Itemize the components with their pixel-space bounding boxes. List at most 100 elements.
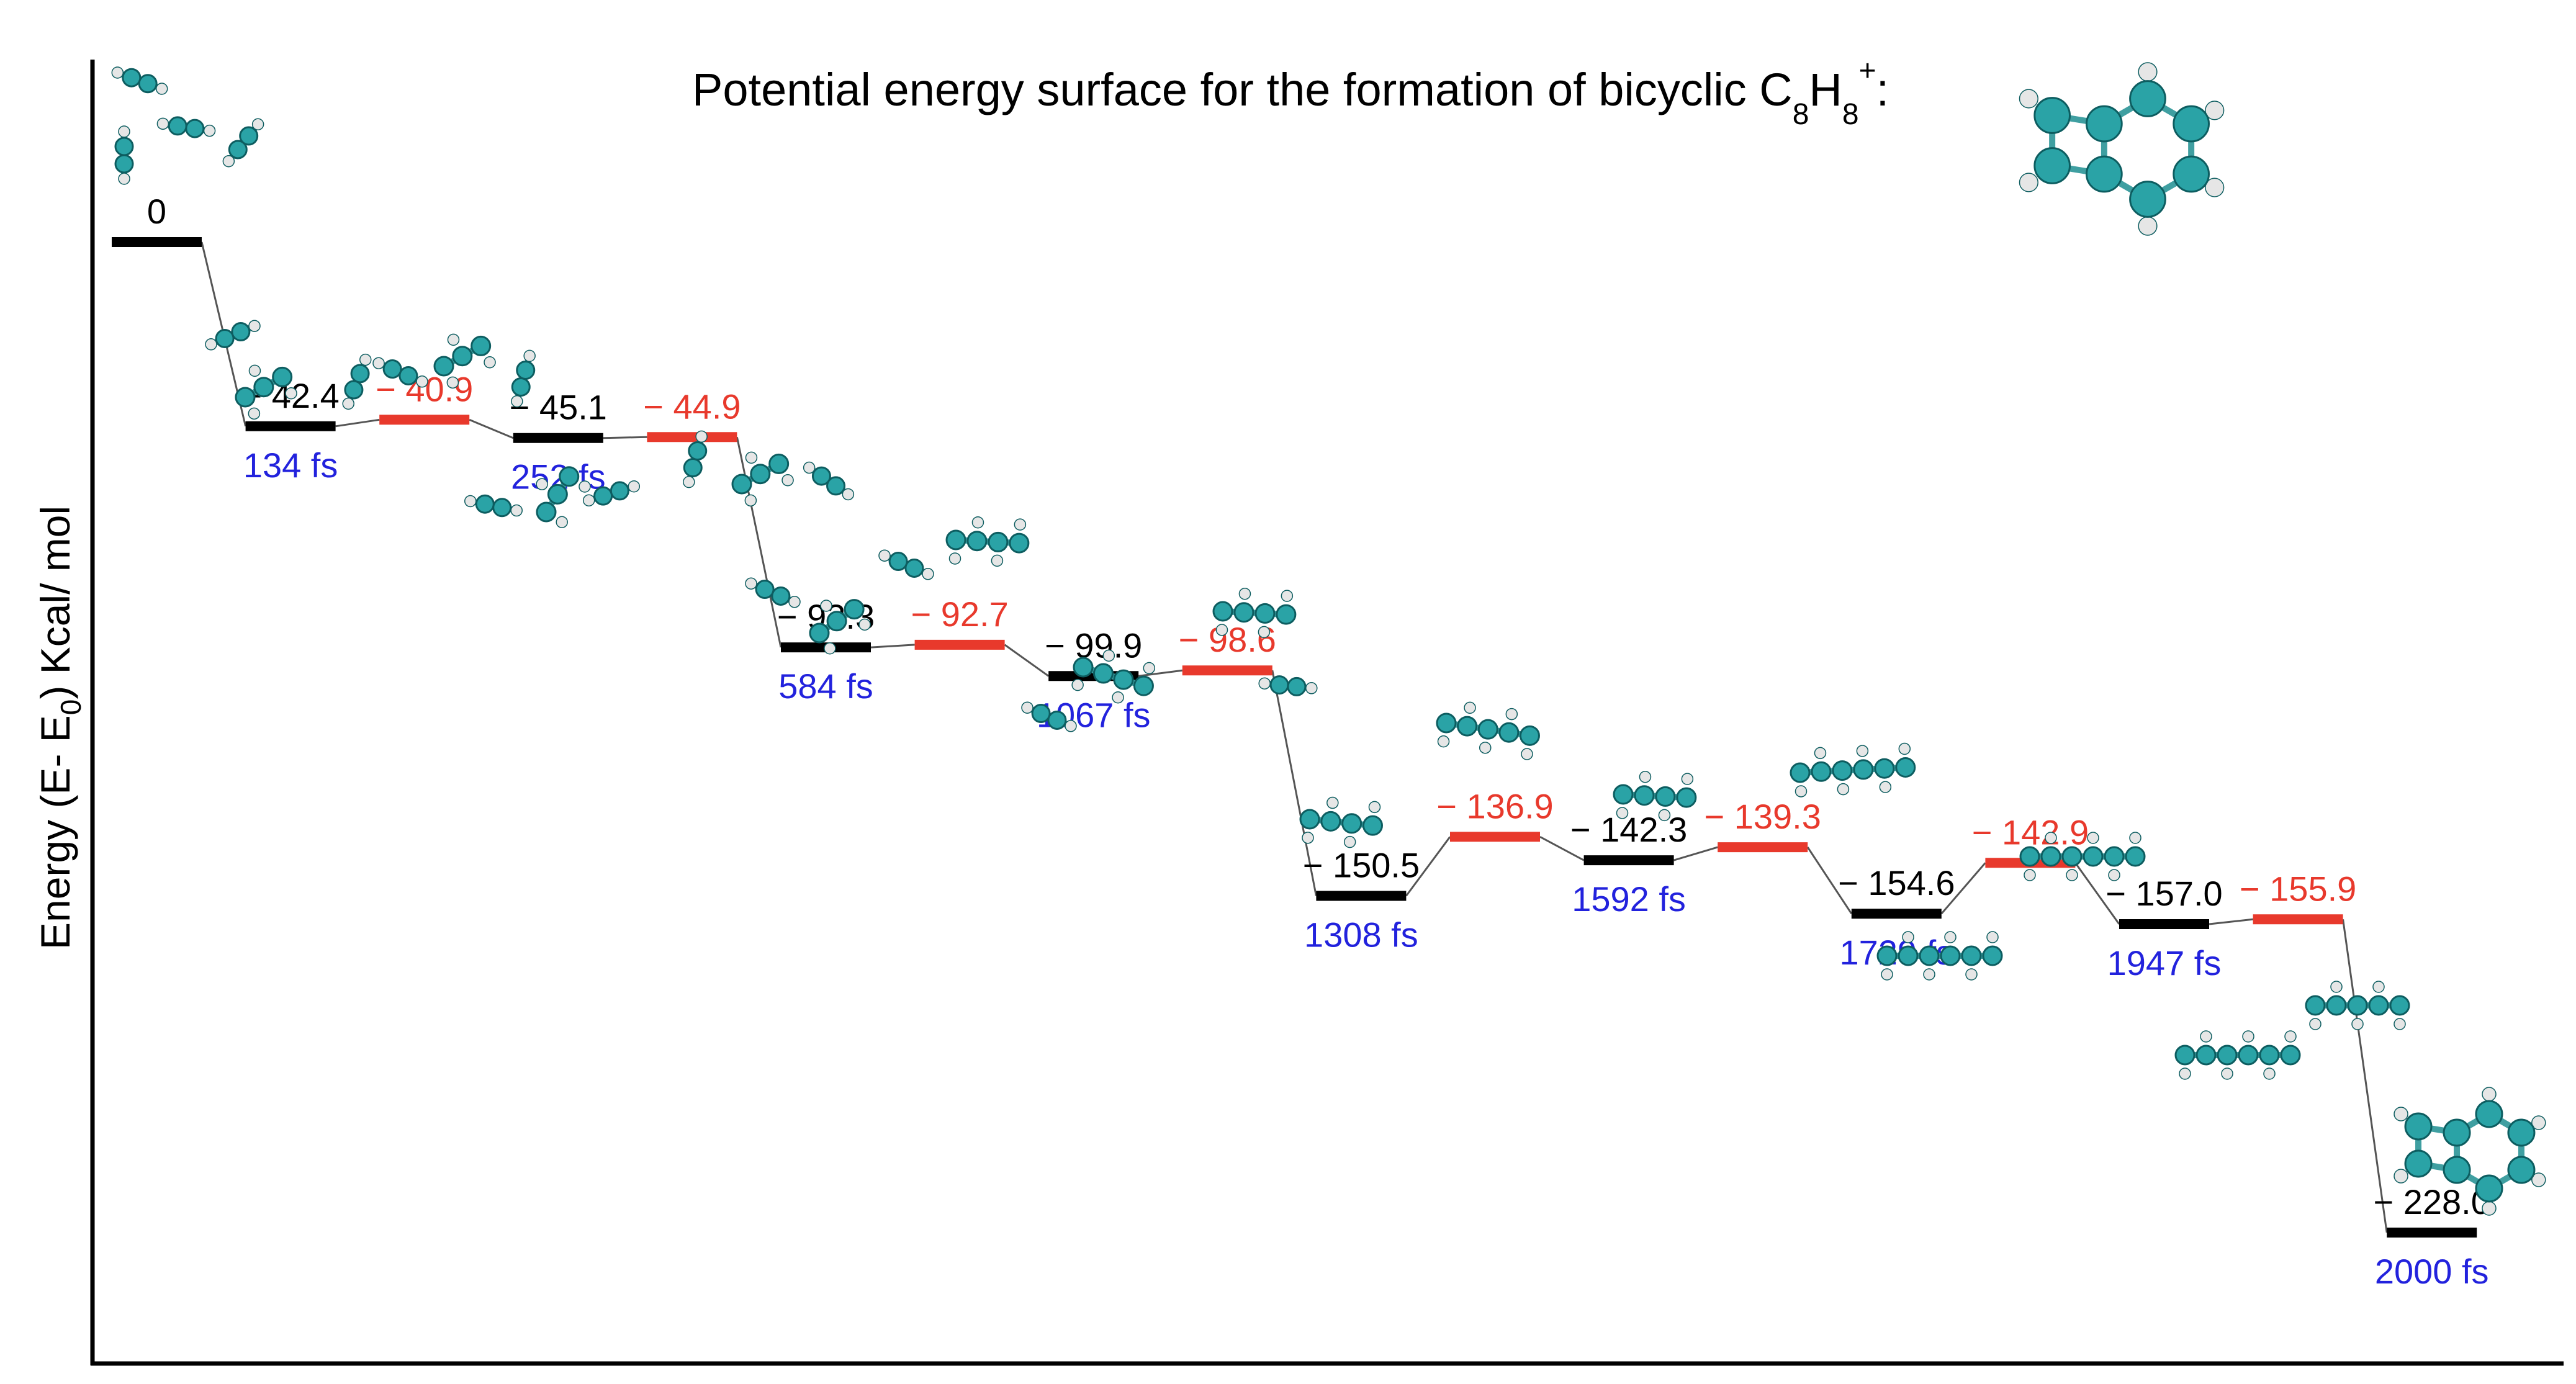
carbon-atom	[1362, 815, 1383, 836]
molecule-structures	[111, 62, 2546, 1216]
hydrogen-atom	[1343, 835, 1356, 848]
hydrogen-atom	[2242, 1030, 2254, 1043]
hydrogen-atom	[1881, 968, 1893, 981]
hydrogen-atom	[1902, 931, 1914, 943]
carbon-atom	[809, 622, 830, 644]
carbon-atom	[2033, 97, 2071, 134]
hydrogen-atom	[1065, 720, 1077, 732]
hydrogen-atom	[536, 478, 548, 490]
carbon-atom	[2083, 846, 2104, 867]
carbon-atom	[1519, 725, 1540, 746]
carbon-atom	[228, 140, 248, 160]
carbon-atom	[559, 466, 580, 487]
hydrogen-atom	[1944, 931, 1957, 943]
hydrogen-atom	[1464, 701, 1476, 714]
hydrogen-atom	[1302, 832, 1314, 844]
carbon-atom	[2238, 1045, 2259, 1066]
carbon-atom	[122, 68, 142, 88]
carbon-atom	[2326, 995, 2347, 1016]
connector-line	[2342, 919, 2388, 1233]
hydrogen-atom	[1021, 701, 1034, 714]
hydrogen-atom	[842, 488, 855, 501]
carbon-atom	[185, 119, 205, 138]
carbon-atom	[1982, 945, 2003, 966]
hydrogen-atom	[2066, 869, 2078, 881]
carbon-atom	[1436, 712, 1457, 734]
hydrogen-atom	[1681, 773, 1694, 785]
chart-title: Potential energy surface for the formati…	[692, 55, 1889, 131]
hydrogen-atom	[511, 395, 523, 408]
carbon-atom	[2305, 995, 2326, 1016]
hydrogen-atom	[2394, 1018, 2406, 1030]
carbon-atom	[2129, 80, 2166, 117]
hydrogen-atom	[156, 117, 169, 130]
connector-line	[870, 644, 915, 649]
molecule-chain	[1436, 701, 1540, 760]
hydrogen-atom	[416, 375, 428, 388]
molecule-chain	[235, 364, 297, 420]
carbon-atom	[2404, 1149, 2433, 1178]
connector-line	[1806, 847, 1853, 915]
carbon-atom	[511, 377, 531, 397]
hydrogen-atom	[991, 554, 1004, 567]
time-label: 1308 fs	[1304, 915, 1418, 955]
hydrogen-atom	[1143, 662, 1156, 675]
molecule-fragment	[683, 430, 708, 488]
hydrogen-atom	[1965, 968, 1978, 981]
carbon-atom	[1009, 532, 1030, 554]
energy-label: − 139.3	[1704, 797, 1821, 836]
carbon-atom	[516, 361, 536, 380]
carbon-atom	[2507, 1118, 2536, 1147]
hydrogen-atom	[2129, 832, 2141, 844]
carbon-atom	[844, 599, 865, 620]
hydrogen-atom	[1071, 678, 1084, 691]
hydrogen-atom	[248, 407, 261, 420]
hydrogen-atom	[2309, 1018, 2322, 1030]
molecule-fragment	[878, 549, 934, 580]
molecule-chain	[536, 466, 591, 528]
hydrogen-atom	[1795, 785, 1808, 798]
carbon-atom	[382, 359, 402, 379]
molecule-chain	[1876, 931, 2003, 981]
carbon-atom	[231, 322, 251, 342]
hydrogen-atom	[1281, 590, 1294, 602]
connector-line	[1138, 669, 1182, 677]
carbon-atom	[1031, 704, 1051, 724]
carbon-atom	[2368, 995, 2389, 1016]
molecule-chain	[1071, 649, 1156, 704]
hydrogen-atom	[248, 320, 261, 332]
hydrogen-atom	[248, 364, 261, 377]
molecule-chain	[1212, 587, 1297, 639]
carbon-atom	[239, 126, 259, 146]
carbon-atom	[471, 335, 492, 356]
hydrogen-atom	[2045, 832, 2057, 844]
molecule-fragment	[582, 480, 641, 506]
carbon-atom	[1457, 716, 1478, 737]
carbon-atom	[1113, 669, 1134, 690]
molecule-chain	[1790, 742, 1916, 798]
carbon-atom	[1876, 945, 1898, 966]
molecule-fragment	[205, 320, 261, 351]
carbon-atom	[452, 346, 473, 367]
hydrogen-atom	[1639, 770, 1652, 783]
carbon-atom	[731, 474, 752, 495]
carbon-atom	[1940, 945, 1961, 966]
carbon-atom	[2173, 155, 2210, 193]
hydrogen-atom	[2351, 1018, 2364, 1030]
connector-line	[736, 436, 782, 648]
carbon-atom	[888, 552, 908, 572]
molecule-chain	[809, 599, 871, 655]
carbon-atom	[215, 328, 235, 348]
carbon-atom	[2280, 1045, 2301, 1066]
energy-label: − 142.9	[1972, 812, 2089, 852]
energy-label: − 136.9	[1436, 786, 1553, 825]
carbon-atom	[1299, 809, 1320, 830]
hydrogen-atom	[1112, 691, 1124, 704]
molecule-chain	[1613, 770, 1697, 822]
hydrogen-atom	[2330, 981, 2343, 993]
hydrogen-atom	[2019, 173, 2038, 192]
energy-label: − 157.0	[2105, 874, 2222, 913]
carbon-atom	[350, 364, 370, 384]
hydrogen-atom	[2394, 1107, 2408, 1121]
